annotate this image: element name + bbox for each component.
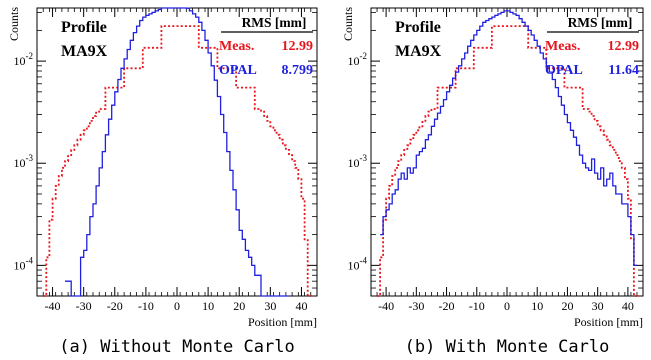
series-opal-line: [65, 7, 289, 297]
x-tick-label: 0: [504, 299, 510, 313]
y-tick-label: 10-3: [348, 153, 368, 170]
series-opal-line: [380, 10, 637, 267]
chart-panel-b: -40 -30 -20 -10 0 10 20 30 40 10-2 10-3 10-4 Counts P…: [341, 7, 644, 357]
x-axis-label: Position [mm]: [248, 315, 317, 329]
y-tick-label: 10-2: [14, 51, 34, 68]
x-axis-label: Position [mm]: [574, 315, 643, 329]
legend-entry-name: Meas.: [545, 39, 580, 54]
x-tick-label: 10: [202, 299, 214, 313]
chart-panel-a: -40 -30 -20 -10 0 10 20 30 40 10-2 10-3 10-4 Counts P…: [7, 7, 318, 357]
x-tick-label: -40: [378, 299, 394, 313]
series-meas-line: [377, 25, 637, 297]
y-axis-label: Counts: [341, 7, 355, 41]
x-tick-label: -40: [45, 299, 61, 313]
profile-title: Profile: [61, 19, 107, 36]
profile-title: Profile: [395, 19, 441, 36]
legend-entry-value: 8.799: [282, 63, 314, 78]
x-tick-label: 10: [531, 299, 543, 313]
legend-header: RMS [mm]: [242, 15, 307, 30]
x-tick-label: -30: [408, 299, 424, 313]
y-axis-label: Counts: [7, 7, 21, 41]
legend-header: RMS [mm]: [568, 15, 633, 30]
profile-name: MA9X: [395, 43, 442, 60]
legend-entry-name: Meas.: [219, 39, 254, 54]
panel-caption: (b) With Monte Carlo: [405, 337, 610, 357]
x-tick-label: -10: [138, 299, 154, 313]
x-tick-label: -10: [469, 299, 485, 313]
x-tick-label: 0: [174, 299, 180, 313]
profile-name: MA9X: [61, 43, 108, 60]
series-meas-line: [43, 25, 311, 297]
x-tick-label: 30: [592, 299, 604, 313]
y-tick-label: 10-4: [348, 255, 368, 272]
legend-entry-name: OPAL: [219, 63, 257, 78]
y-tick-label: 10-3: [14, 153, 34, 170]
legend-entry-value: 12.99: [608, 39, 640, 54]
legend-entry-value: 11.64: [608, 63, 639, 78]
panel-caption: (a) Without Monte Carlo: [59, 337, 294, 357]
legend-entry-value: 12.99: [282, 39, 314, 54]
y-tick-label: 10-2: [348, 51, 368, 68]
x-tick-label: 40: [622, 299, 634, 313]
x-tick-label: 30: [264, 299, 276, 313]
x-tick-label: 40: [295, 299, 307, 313]
x-tick-label: -20: [439, 299, 455, 313]
x-tick-label: -30: [76, 299, 92, 313]
x-tick-label: 20: [561, 299, 573, 313]
x-tick-label: -20: [107, 299, 123, 313]
legend-entry-name: OPAL: [545, 63, 583, 78]
x-tick-label: 20: [233, 299, 245, 313]
y-tick-label: 10-4: [14, 255, 34, 272]
